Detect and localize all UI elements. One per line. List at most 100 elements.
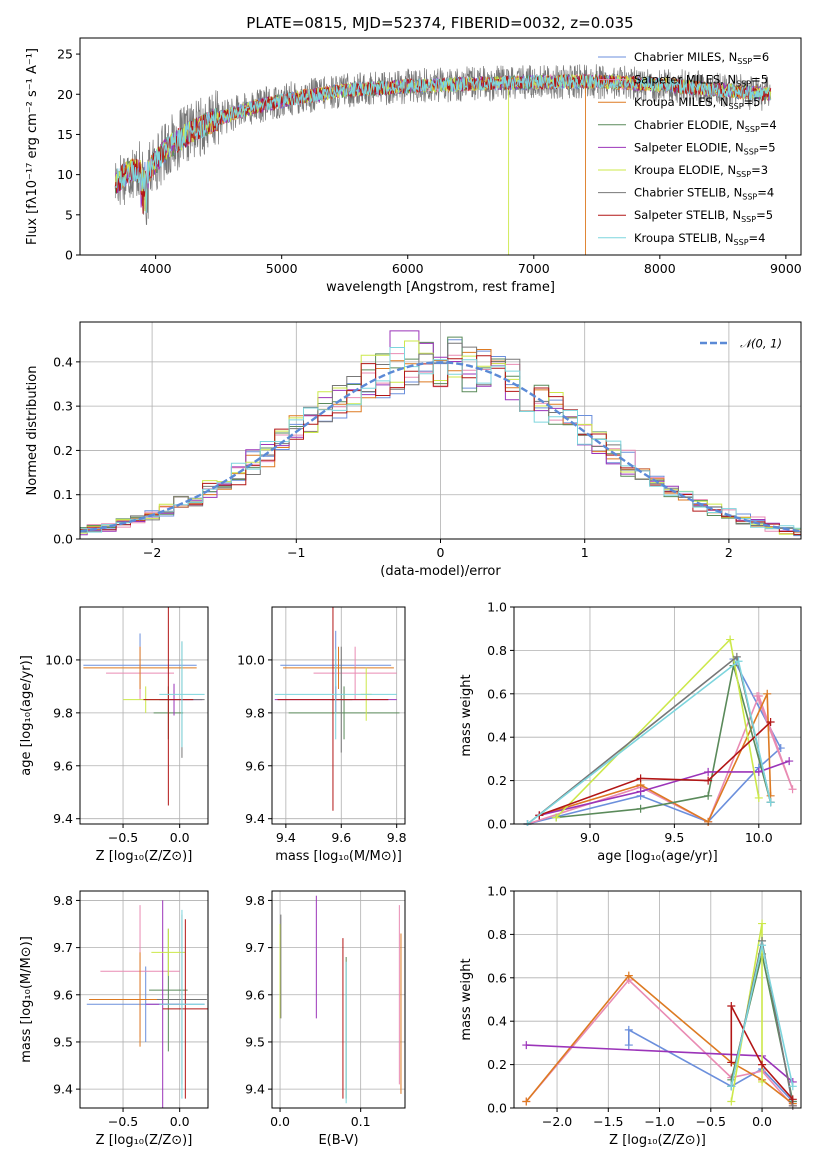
- x-tick-label: 8000: [644, 261, 676, 276]
- residuals-legend: 𝒩(0, 1): [700, 337, 782, 351]
- y-tick-label: 20: [57, 87, 73, 102]
- weight-marker: [753, 691, 762, 700]
- weight-marker: [624, 1025, 633, 1034]
- x-tick-label: 9000: [770, 261, 802, 276]
- weight-marker: [788, 1082, 797, 1091]
- y-tick-label: 1.0: [487, 884, 507, 899]
- x-tick-label: 9.4: [276, 830, 296, 845]
- x-tick-label: −1: [287, 545, 305, 560]
- y-tick-label: 0.4: [487, 1014, 507, 1029]
- y-tick-label: 0.3: [53, 399, 73, 414]
- weight-marker: [704, 767, 713, 776]
- y-tick-label: 9.7: [53, 940, 73, 955]
- y-tick-label: 9.8: [53, 705, 73, 720]
- x-tick-label: 1: [581, 545, 589, 560]
- weight-marker: [788, 785, 797, 794]
- errorbars: [274, 607, 400, 811]
- y-tick-label: 9.8: [245, 893, 265, 908]
- y-tick-label: 0.2: [487, 1057, 507, 1072]
- legend-label: 𝒩(0, 1): [740, 337, 782, 351]
- errorbars: [279, 895, 402, 1104]
- y-tick-label: 0.6: [487, 970, 507, 985]
- weight-marker: [704, 791, 713, 800]
- x-tick-label: −0.5: [108, 830, 138, 845]
- weight-marker: [754, 767, 763, 776]
- weight-marker: [636, 774, 645, 783]
- y-axis-label: Flux [fλ10⁻¹⁷ erg cm⁻² s⁻¹ A⁻¹]: [25, 48, 40, 245]
- axes-frame: [271, 606, 406, 825]
- y-tick-label: 0.2: [53, 443, 73, 458]
- normal-reference-curve: [80, 361, 801, 533]
- spectrum-legend: Chabrier MILES, NSSP=6 Salpeter MILES, NS…: [598, 50, 777, 247]
- legend-label: Kroupa ELODIE, NSSP=3: [634, 163, 768, 179]
- legend-label: Chabrier STELIB, NSSP=4: [634, 186, 774, 202]
- x-tick-label: 5000: [266, 261, 298, 276]
- mass-vs-ebv-panel: 0.0 0.1 9.4 9.5 9.6 9.7 9.8 E(B-V): [245, 890, 406, 1148]
- y-tick-label: 10: [57, 167, 73, 182]
- x-tick-label: 0.0: [752, 1114, 772, 1129]
- weight-marker: [732, 652, 741, 661]
- y-tick-label: 9.5: [53, 1034, 73, 1049]
- x-tick-label: 7000: [518, 261, 550, 276]
- x-tick-label: 0.1: [351, 1114, 371, 1129]
- weight-marker: [727, 1097, 736, 1106]
- plot-layer: Chabrier MILES, NSSP=6 Salpeter MILES, NS…: [19, 37, 802, 1148]
- y-tick-label: 5: [65, 207, 73, 222]
- x-tick-label: −0.5: [696, 1114, 726, 1129]
- y-tick-label: 9.8: [53, 893, 73, 908]
- weight-marker: [766, 798, 775, 807]
- x-axis-label: E(B-V): [318, 1133, 358, 1148]
- x-tick-label: −1.0: [644, 1114, 674, 1129]
- weight-marker: [636, 804, 645, 813]
- weight-series-line: [527, 693, 794, 825]
- axes-background: [80, 607, 208, 824]
- weight-marker: [785, 757, 794, 766]
- weight-marker: [763, 689, 772, 698]
- x-tick-label: 9.8: [387, 830, 407, 845]
- x-tick-label: 0: [437, 545, 445, 560]
- weight-marker: [788, 1095, 797, 1104]
- weight-series-line: [539, 721, 772, 817]
- weight-marker: [552, 813, 561, 822]
- errorbars: [86, 900, 208, 1108]
- y-tick-label: 9.7: [245, 940, 265, 955]
- legend-label: Salpeter ELODIE, NSSP=5: [634, 140, 776, 156]
- y-tick-label: 0.4: [53, 354, 73, 369]
- weight-marker: [754, 793, 763, 802]
- x-tick-label: −1.5: [593, 1114, 623, 1129]
- x-tick-label: 0.0: [170, 1114, 190, 1129]
- x-tick-label: 9.6: [331, 830, 351, 845]
- y-tick-label: 9.6: [245, 758, 265, 773]
- y-tick-label: 10.0: [237, 652, 265, 667]
- x-axis-label: mass [log₁₀(M/M⊙)]: [275, 849, 402, 864]
- y-tick-label: 0.0: [487, 1101, 507, 1116]
- weight-lines: [523, 635, 797, 826]
- x-tick-label: 10.0: [745, 830, 773, 845]
- weight-marker: [734, 657, 743, 666]
- y-tick-label: 9.6: [53, 758, 73, 773]
- histogram-steps: [80, 330, 801, 537]
- x-tick-label: 9.5: [664, 830, 684, 845]
- histogram-series-step: [80, 347, 801, 533]
- y-tick-label: 1.0: [487, 600, 507, 615]
- y-tick-label: 9.4: [245, 811, 265, 826]
- y-tick-label: 0.0: [487, 817, 507, 832]
- x-tick-label: 6000: [392, 261, 424, 276]
- y-tick-label: 0.2: [487, 773, 507, 788]
- axes-frame: [79, 890, 209, 1109]
- weight-marker: [758, 1077, 767, 1086]
- y-tick-label: 0.0: [53, 532, 73, 547]
- y-axis-label: mass weight: [459, 958, 474, 1040]
- axes-frame: [271, 890, 406, 1109]
- weight-marker: [727, 1058, 736, 1067]
- weight-vs-z-panel: −2.0 −1.5 −1.0 −0.5 0.0 0.0 0.2 0.4 0.6 0.8 1.0 Z […: [459, 884, 802, 1148]
- spectrum-panel: Chabrier MILES, NSSP=6 Salpeter MILES, NS…: [25, 37, 802, 295]
- y-tick-label: 9.5: [245, 1034, 265, 1049]
- weight-marker: [624, 971, 633, 980]
- y-axis-label: mass [log₁₀(M/M⊙)]: [19, 936, 34, 1063]
- y-tick-label: 0.6: [487, 686, 507, 701]
- weight-marker: [624, 1041, 633, 1050]
- axes-frame: [79, 606, 209, 825]
- x-tick-label: 4000: [140, 261, 172, 276]
